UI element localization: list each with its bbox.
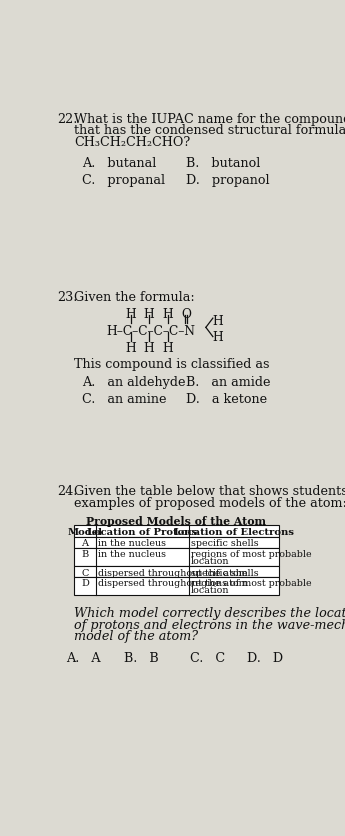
FancyBboxPatch shape — [74, 526, 279, 538]
Text: D.   D: D. D — [247, 651, 283, 664]
Text: location: location — [191, 557, 230, 565]
Text: Which model correctly describes the locations: Which model correctly describes the loca… — [74, 606, 345, 619]
Text: in the nucleus: in the nucleus — [98, 549, 166, 558]
Text: dispersed throughout the atom: dispersed throughout the atom — [98, 579, 248, 588]
Text: H–C–C–C–C–N: H–C–C–C–C–N — [107, 325, 196, 338]
Text: B.   an amide: B. an amide — [187, 375, 271, 389]
Text: H: H — [125, 342, 136, 354]
Text: C.   an amine: C. an amine — [82, 393, 166, 405]
Text: Location of Protons: Location of Protons — [87, 528, 197, 536]
Text: Proposed Models of the Atom: Proposed Models of the Atom — [87, 516, 266, 527]
Text: 22.: 22. — [57, 113, 77, 125]
Text: C.   C: C. C — [190, 651, 226, 664]
Text: model of the atom?: model of the atom? — [74, 630, 198, 642]
Text: Given the formula:: Given the formula: — [74, 291, 195, 304]
Text: specific shells: specific shells — [191, 538, 259, 548]
Text: H: H — [144, 342, 155, 354]
Text: D: D — [81, 579, 89, 588]
Text: D.   a ketone: D. a ketone — [187, 393, 268, 405]
Text: 24.: 24. — [57, 485, 77, 498]
Text: that has the condensed structural formula: that has the condensed structural formul… — [74, 125, 345, 137]
Text: H: H — [162, 342, 173, 354]
Text: What is the IUPAC name for the compound: What is the IUPAC name for the compound — [74, 113, 345, 125]
Text: This compound is classified as: This compound is classified as — [74, 357, 270, 370]
Text: A.   butanal: A. butanal — [82, 157, 156, 171]
Text: C.   propanal: C. propanal — [82, 174, 165, 187]
Text: H: H — [162, 308, 173, 321]
Text: A: A — [81, 538, 88, 548]
FancyBboxPatch shape — [74, 566, 279, 577]
Text: regions of most probable: regions of most probable — [191, 579, 312, 588]
Text: 23.: 23. — [57, 291, 77, 304]
Text: H: H — [125, 308, 136, 321]
Text: dispersed throughout the atom: dispersed throughout the atom — [98, 568, 248, 577]
Text: in the nucleus: in the nucleus — [98, 538, 166, 548]
FancyBboxPatch shape — [74, 548, 279, 566]
Text: H: H — [212, 314, 223, 327]
Text: B.   B: B. B — [125, 651, 159, 664]
Text: Model: Model — [68, 528, 102, 536]
FancyBboxPatch shape — [74, 538, 279, 548]
Text: H: H — [144, 308, 155, 321]
Text: D.   propanol: D. propanol — [187, 174, 270, 187]
Text: A.   an aldehyde: A. an aldehyde — [82, 375, 185, 389]
Text: B.   butanol: B. butanol — [187, 157, 261, 171]
Text: B: B — [81, 549, 89, 558]
Text: of protons and electrons in the wave-mechanical: of protons and electrons in the wave-mec… — [74, 618, 345, 631]
Text: regions of most probable: regions of most probable — [191, 549, 312, 558]
Text: Location of Electrons: Location of Electrons — [174, 528, 294, 536]
Text: C: C — [81, 568, 89, 577]
FancyBboxPatch shape — [74, 577, 279, 595]
Text: H: H — [212, 331, 223, 344]
Text: Given the table below that shows students’: Given the table below that shows student… — [74, 485, 345, 498]
Text: CH₃CH₂CH₂CHO?: CH₃CH₂CH₂CHO? — [74, 135, 190, 149]
Text: A.   A: A. A — [66, 651, 101, 664]
Text: examples of proposed models of the atom:: examples of proposed models of the atom: — [74, 497, 345, 509]
Text: specific shells: specific shells — [191, 568, 259, 577]
Text: location: location — [191, 585, 230, 594]
Text: O: O — [181, 308, 191, 321]
